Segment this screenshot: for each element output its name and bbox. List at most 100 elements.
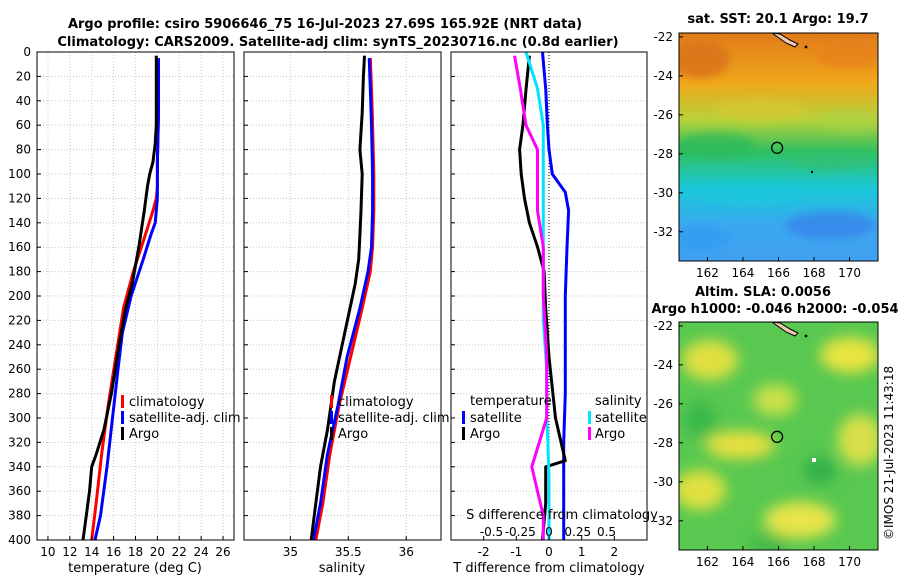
credit-text: ©IMOS 21-Jul-2023 11:43:18 [882, 366, 896, 540]
y-tick-label: 140 [8, 216, 31, 230]
y-tick-label: -22 [653, 319, 673, 333]
argo-location-marker [770, 430, 784, 443]
legend-swatch-t-argo [462, 427, 465, 440]
legend-label-satellite: satellite-adj. clim [129, 411, 241, 426]
secondary-tick-label: -0.25 [505, 525, 536, 539]
difference-xlabel: T difference from climatology [452, 561, 645, 576]
title-line-2: Climatology: CARS2009. Satellite-adj cli… [57, 35, 618, 50]
x-tick-label: 2 [611, 545, 619, 559]
x-tick-label: 0 [545, 545, 553, 559]
secondary-tick-label: 0 [545, 525, 553, 539]
temperature-ticks: 0 20 40 60 80 100 120 140 160 180 200 220 240 260 280 3… [8, 45, 231, 559]
legend-swatch-t-satellite [462, 411, 465, 424]
x-tick-label: 22 [172, 545, 187, 559]
y-tick-label: -30 [653, 475, 673, 489]
series-s-argo [513, 55, 549, 540]
x-tick-label: 170 [838, 555, 861, 569]
x-tick-label: 35.5 [335, 545, 362, 559]
legend-swatch-climatology [121, 395, 124, 408]
x-tick-label: 168 [803, 266, 826, 280]
y-tick-label: 40 [16, 94, 31, 108]
y-tick-label: -28 [653, 147, 673, 161]
x-tick-label: 20 [150, 545, 165, 559]
legend-label-t-satellite: satellite [470, 411, 522, 426]
salinity-lines [309, 55, 376, 541]
y-tick-label: 180 [8, 265, 31, 279]
island-dot [812, 458, 816, 462]
x-tick-label: 170 [838, 266, 861, 280]
legend-label-t-argo: Argo [470, 427, 500, 442]
x-tick-label: 18 [128, 545, 143, 559]
argo-location-marker [770, 141, 784, 154]
legend-label-satellite: satellite-adj. clim [338, 411, 450, 426]
secondary-tick-label: -0.5 [480, 525, 503, 539]
y-tick-label: 340 [8, 460, 31, 474]
y-tick-label: 300 [8, 411, 31, 425]
salinity-xlabel: salinity [319, 561, 366, 576]
y-tick-label: 380 [8, 509, 31, 523]
y-tick-label: -26 [653, 397, 673, 411]
x-tick-label: 35 [283, 545, 298, 559]
legend-title-temperature: temperature [470, 394, 552, 409]
y-tick-label: 0 [23, 45, 31, 59]
salinity-frame [243, 51, 442, 541]
temperature-lines [81, 55, 160, 541]
secondary-tick-label: 0.25 [564, 525, 591, 539]
y-tick-label: 100 [8, 167, 31, 181]
y-tick-label: -28 [653, 436, 673, 450]
legend-swatch-argo [121, 427, 124, 440]
island-dot [810, 170, 814, 174]
difference-ticks: -2 -1 0 1 2 -0.5 -0.25 0 0.25 0.5 [451, 51, 619, 559]
difference-lines [513, 51, 571, 541]
y-tick-label: -24 [653, 69, 673, 83]
y-tick-label: 160 [8, 240, 31, 254]
land-shape [771, 33, 799, 48]
salinity-legend: climatology satellite-adj. clim Argo [330, 395, 450, 442]
legend-swatch-argo [330, 427, 333, 440]
sla-map: Altim. SLA: 0.0056 Argo h1000: -0.046 h2… [651, 285, 898, 569]
sla-map-title-2: Argo h1000: -0.046 h2000: -0.054 [651, 302, 898, 317]
x-tick-label: 14 [84, 545, 99, 559]
temperature-xlabel: temperature (deg C) [68, 561, 202, 576]
island-dot [804, 45, 808, 49]
y-tick-label: 260 [8, 362, 31, 376]
legend-label-s-satellite: satellite [595, 411, 647, 426]
x-tick-label: 164 [732, 266, 755, 280]
sla-field [679, 322, 878, 550]
y-tick-label: 400 [8, 533, 31, 547]
temperature-panel: 0 20 40 60 80 100 120 140 160 180 200 220 240 260 280 3… [8, 45, 241, 576]
y-tick-label: -24 [653, 358, 673, 372]
salinity-panel: 35 35.5 36 salinity climatology satellite-… [243, 51, 450, 576]
salinity-grid [244, 51, 441, 541]
sst-texture [679, 41, 878, 250]
sla-ticks: 162 164 166 168 170 -22 -24 -26 -28 -30 -32 [653, 319, 861, 569]
legend-label-argo: Argo [338, 427, 368, 442]
difference-legend-temperature: temperature satellite Argo [462, 394, 552, 442]
salinity-ticks: 35 35.5 36 [244, 51, 414, 559]
sla-texture [679, 337, 878, 550]
x-tick-label: 36 [399, 545, 414, 559]
difference-secondary-xlabel: S difference from climatology [466, 508, 658, 523]
x-tick-label: 16 [106, 545, 121, 559]
sst-ticks: 162 164 166 168 170 -22 -24 -26 -28 -30 -32 [653, 30, 861, 280]
y-tick-label: -32 [653, 514, 673, 528]
x-tick-label: 162 [696, 266, 719, 280]
series-t-satellite [541, 51, 571, 540]
temperature-grid [37, 51, 234, 541]
y-tick-label: 200 [8, 289, 31, 303]
x-tick-label: 164 [732, 555, 755, 569]
y-tick-label: 80 [16, 143, 31, 157]
x-tick-label: 168 [803, 555, 826, 569]
legend-label-climatology: climatology [338, 395, 414, 410]
legend-swatch-climatology [330, 395, 333, 408]
x-tick-label: 166 [767, 555, 790, 569]
series-argo [309, 55, 366, 541]
secondary-tick-label: 0.5 [597, 525, 616, 539]
x-tick-label: 10 [40, 545, 55, 559]
y-tick-label: 220 [8, 313, 31, 327]
x-tick-label: 166 [767, 266, 790, 280]
y-tick-label: 360 [8, 484, 31, 498]
x-tick-label: 1 [578, 545, 586, 559]
x-tick-label: 12 [62, 545, 77, 559]
sst-field [679, 33, 878, 261]
